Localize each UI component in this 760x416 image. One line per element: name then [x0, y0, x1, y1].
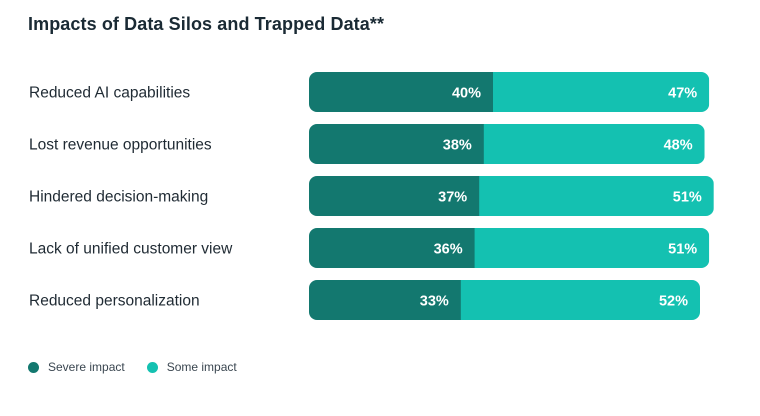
bar-severe-reduced-personalization — [309, 280, 462, 320]
bar-group-lost-revenue-opportunities — [309, 124, 705, 164]
bar-group-hindered-decision-making — [309, 176, 714, 216]
bar-group-reduced-personalization — [309, 280, 700, 320]
value-label-some-lack-of-unified-customer-view: 51% — [668, 242, 697, 258]
value-label-severe-reduced-personalization: 33% — [420, 294, 449, 310]
bar-severe-lack-of-unified-customer-view — [309, 228, 476, 268]
legend-item-some: Some impact — [146, 360, 237, 374]
legend-item-severe: Severe impact — [28, 360, 125, 374]
bar-some-reduced-ai-capabilities — [493, 72, 710, 112]
value-label-severe-reduced-ai-capabilities: 40% — [452, 86, 481, 102]
value-label-some-reduced-personalization: 52% — [659, 294, 688, 310]
category-label-lost-revenue-opportunities: Lost revenue opportunities — [29, 137, 212, 154]
bar-severe-lost-revenue-opportunities — [309, 124, 485, 164]
category-label-reduced-ai-capabilities: Reduced AI capabilities — [29, 85, 190, 102]
legend-swatch-severe — [28, 361, 39, 373]
category-label-reduced-personalization: Reduced personalization — [29, 293, 200, 310]
bar-severe-reduced-ai-capabilities — [309, 72, 494, 112]
chart-title: Impacts of Data Silos and Trapped Data** — [28, 14, 385, 34]
category-label-lack-of-unified-customer-view: Lack of unified customer view — [29, 241, 233, 258]
legend-label-severe: Severe impact — [48, 360, 125, 374]
value-label-severe-hindered-decision-making: 37% — [438, 190, 467, 206]
value-label-some-hindered-decision-making: 51% — [673, 190, 702, 206]
bar-group-reduced-ai-capabilities — [309, 72, 710, 112]
category-label-hindered-decision-making: Hindered decision-making — [29, 189, 208, 206]
bar-severe-hindered-decision-making — [309, 176, 481, 216]
value-label-some-reduced-ai-capabilities: 47% — [668, 86, 697, 102]
legend: Severe impact Some impact — [28, 360, 237, 374]
bar-group-lack-of-unified-customer-view — [309, 228, 710, 268]
bar-some-reduced-personalization — [460, 280, 700, 320]
bar-some-hindered-decision-making — [479, 176, 714, 216]
value-label-severe-lost-revenue-opportunities: 38% — [443, 138, 472, 154]
legend-label-some: Some impact — [166, 360, 237, 374]
legend-swatch-some — [146, 361, 158, 373]
value-label-severe-lack-of-unified-customer-view: 36% — [434, 242, 463, 258]
bar-some-lost-revenue-opportunities — [483, 124, 705, 164]
bar-some-lack-of-unified-customer-view — [474, 228, 710, 268]
value-label-some-lost-revenue-opportunities: 48% — [664, 138, 693, 154]
